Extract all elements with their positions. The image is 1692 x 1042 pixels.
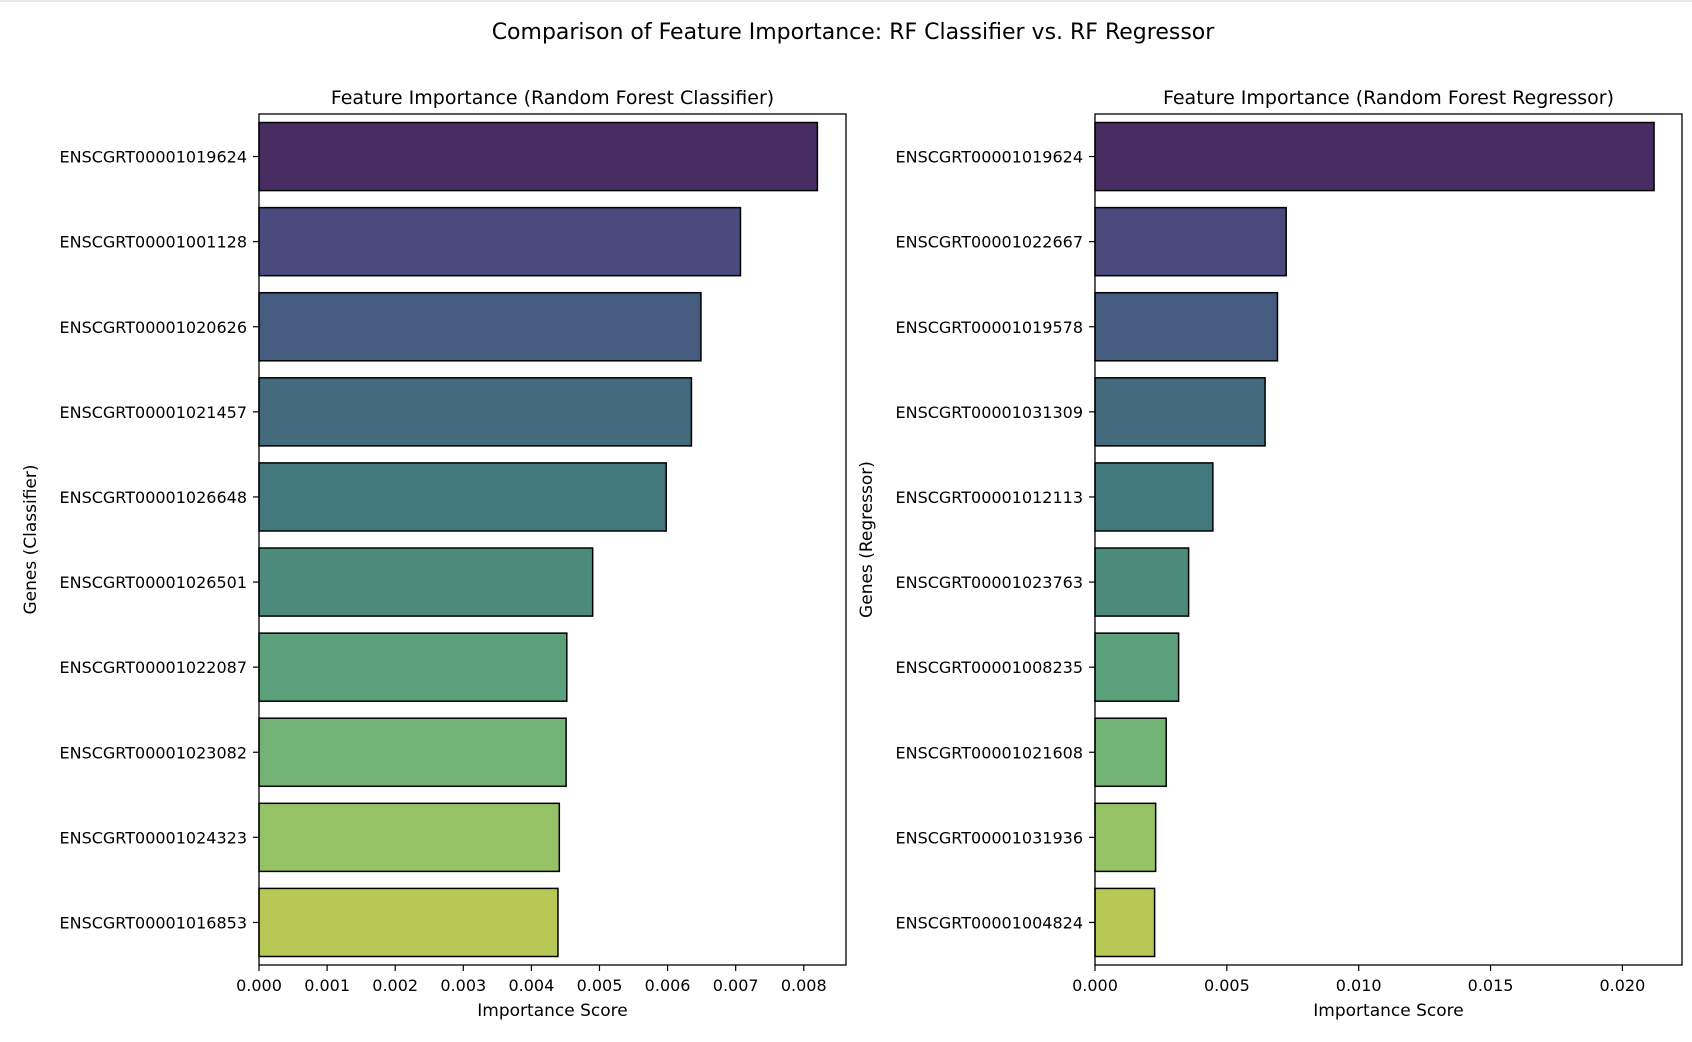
bar [258,802,561,873]
bar [1094,377,1266,447]
x-axis-label: Importance Score [477,1001,627,1021]
x-tick-label: 0.005 [1204,976,1250,995]
y-tick-label: ENSCGRT00001021457 [59,403,247,422]
y-tick-label: ENSCGRT00001012113 [895,488,1083,507]
x-tick-label: 0.015 [1468,976,1514,995]
y-tick-label: ENSCGRT00001022667 [895,233,1083,252]
x-tick-label: 0.000 [1072,976,1118,995]
regressor-panel: Feature Importance (Random Forest Regres… [857,87,1683,1021]
bar [258,632,568,702]
y-tick-label: ENSCGRT00001031309 [895,403,1083,422]
bar [1094,717,1167,788]
bar [1094,291,1279,362]
subplot-title: Feature Importance (Random Forest Classi… [331,87,774,109]
x-tick-label: 0.006 [645,976,691,995]
y-tick-label: ENSCGRT00001019624 [59,148,247,167]
bar [258,547,594,617]
y-tick-label: ENSCGRT00001001128 [59,233,247,252]
x-tick-label: 0.007 [713,976,759,995]
bar [1094,802,1157,873]
y-tick-label: ENSCGRT00001023082 [59,743,247,762]
y-tick-label: ENSCGRT00001008235 [895,658,1083,677]
y-tick-label: ENSCGRT00001026648 [59,488,247,507]
y-tick-label: ENSCGRT00001026501 [59,573,247,592]
y-tick-label: ENSCGRT00001024323 [59,828,247,847]
top-border [0,0,1692,2]
x-tick-label: 0.001 [304,976,350,995]
y-axis-label: Genes (Regressor) [857,461,877,618]
classifier-panel: Feature Importance (Random Forest Classi… [21,87,847,1021]
y-tick-label: ENSCGRT00001023763 [895,573,1083,592]
y-tick-label: ENSCGRT00001019624 [895,148,1083,167]
y-tick-label: ENSCGRT00001031936 [895,828,1083,847]
x-tick-label: 0.003 [440,976,486,995]
y-tick-label: ENSCGRT00001022087 [59,658,247,677]
bar [1094,632,1180,702]
y-axis-label: Genes (Classifier) [21,465,41,615]
bar [1094,547,1190,617]
bar [258,377,693,447]
x-tick-label: 0.005 [577,976,623,995]
bar [258,121,819,192]
y-tick-label: ENSCGRT00001016853 [59,913,247,932]
bar [258,717,567,788]
bar [1094,887,1156,958]
subplot-title: Feature Importance (Random Forest Regres… [1163,87,1614,109]
y-tick-label: ENSCGRT00001004824 [895,913,1083,932]
bar [258,291,702,362]
bar [1094,121,1655,192]
y-tick-label: ENSCGRT00001021608 [895,743,1083,762]
y-tick-label: ENSCGRT00001020626 [59,318,247,337]
figure-title: Comparison of Feature Importance: RF Cla… [492,20,1216,45]
bar [1094,206,1287,277]
y-tick-label: ENSCGRT00001019578 [895,318,1083,337]
x-axis-label: Importance Score [1313,1001,1463,1021]
bar [258,887,559,958]
x-tick-label: 0.020 [1599,976,1645,995]
x-tick-label: 0.000 [236,976,282,995]
bar [258,206,742,277]
x-tick-label: 0.004 [508,976,554,995]
bar [258,462,667,532]
bar [1094,462,1214,532]
x-tick-label: 0.010 [1336,976,1382,995]
x-tick-label: 0.002 [372,976,418,995]
axes-frame [1094,113,1683,966]
x-tick-label: 0.008 [781,976,827,995]
axes-frame [258,113,847,966]
